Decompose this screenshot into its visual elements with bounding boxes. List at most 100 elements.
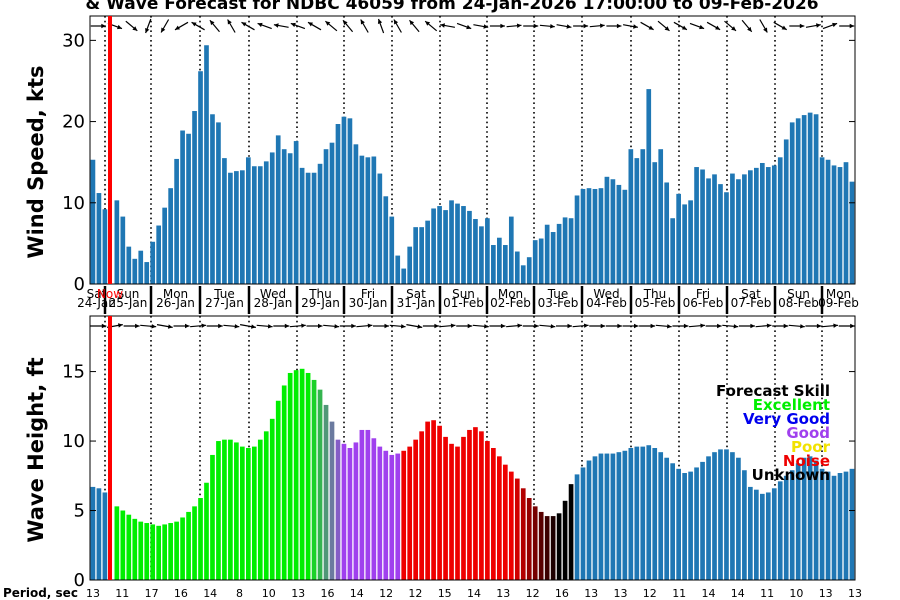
wave-bar bbox=[204, 482, 209, 580]
wave-bar bbox=[234, 442, 239, 580]
wind-bar bbox=[640, 149, 646, 284]
y-tick-label: 30 bbox=[62, 30, 85, 51]
wave-bar bbox=[186, 511, 191, 580]
wind-bar bbox=[305, 172, 311, 284]
wind-bar bbox=[849, 181, 855, 284]
direction-arrow bbox=[556, 24, 572, 29]
wind-bar bbox=[461, 206, 466, 284]
wave-bar bbox=[144, 523, 150, 580]
direction-arrow bbox=[339, 323, 356, 329]
day-date-label: 07-Feb bbox=[731, 296, 772, 310]
y-tick-label: 15 bbox=[62, 362, 85, 383]
wind-bar bbox=[843, 162, 849, 284]
wind-bar bbox=[485, 218, 490, 284]
period-tick-label: 14 bbox=[350, 587, 364, 600]
day-weekday-label: Fri bbox=[696, 287, 710, 301]
wind-bar bbox=[323, 149, 329, 284]
direction-arrow bbox=[145, 18, 152, 34]
day-weekday-label: Mon bbox=[163, 287, 188, 301]
period-ticks: 13 11 17 16 14 8 10 13 16 14 12 12 15 14 13 12 16 13 13 12 1… bbox=[86, 587, 862, 600]
y-tick-label: 0 bbox=[74, 570, 85, 591]
wave-bar bbox=[748, 486, 753, 580]
wave-bars bbox=[90, 368, 855, 580]
wave-bar bbox=[293, 370, 299, 580]
wave-bar bbox=[341, 443, 347, 580]
day-date-label: 25-Jan bbox=[109, 296, 148, 310]
wind-bar bbox=[216, 122, 221, 284]
wind-bar bbox=[240, 170, 245, 284]
direction-arrow bbox=[539, 324, 556, 329]
wave-bar bbox=[497, 456, 502, 580]
wind-bar bbox=[210, 114, 215, 285]
direction-arrow bbox=[556, 323, 572, 329]
direction-arrow bbox=[589, 23, 605, 28]
wind-bar bbox=[257, 166, 263, 284]
wind-bar bbox=[431, 208, 436, 284]
wind-bar bbox=[299, 167, 305, 284]
direction-arrow bbox=[522, 323, 539, 329]
wind-bar bbox=[389, 216, 395, 284]
wind-bar bbox=[538, 238, 544, 284]
period-tick-label: 13 bbox=[291, 587, 305, 600]
wind-bar bbox=[156, 225, 162, 284]
direction-arrow bbox=[822, 323, 839, 328]
direction-arrow bbox=[838, 323, 855, 329]
wave-bar bbox=[395, 453, 401, 580]
wind-bar bbox=[491, 245, 496, 284]
direction-arrow bbox=[373, 323, 389, 329]
direction-arrow bbox=[123, 323, 140, 329]
direction-arrow bbox=[206, 323, 223, 329]
wave-bar bbox=[550, 516, 556, 580]
wind-bar bbox=[204, 45, 209, 284]
direction-arrow bbox=[439, 323, 456, 328]
direction-arrow bbox=[342, 19, 354, 33]
wave-bar bbox=[479, 431, 484, 580]
period-tick-label: 10 bbox=[789, 587, 803, 600]
wave-bar bbox=[377, 446, 383, 580]
wave-bar bbox=[771, 488, 777, 580]
wave-bar bbox=[485, 441, 490, 580]
direction-arrow bbox=[741, 19, 753, 33]
wave-bar bbox=[688, 471, 693, 580]
direction-arrow bbox=[773, 21, 787, 31]
period-tick-label: 13 bbox=[819, 587, 833, 600]
wind-bar bbox=[90, 159, 96, 284]
direction-arrow bbox=[356, 323, 373, 328]
wind-bar bbox=[825, 159, 831, 284]
wave-bar bbox=[198, 498, 203, 580]
wind-bar bbox=[502, 245, 508, 284]
direction-arrow bbox=[640, 21, 654, 31]
wind-bar bbox=[819, 157, 825, 284]
wave-bar bbox=[712, 452, 717, 580]
wind-bar bbox=[401, 268, 407, 284]
wave-bar bbox=[700, 461, 705, 580]
wind-bar bbox=[102, 209, 108, 284]
wind-bar bbox=[317, 163, 323, 284]
wave-bar bbox=[251, 446, 257, 580]
direction-arrow bbox=[605, 323, 622, 329]
wave-bar bbox=[754, 489, 759, 580]
wave-bar bbox=[724, 449, 729, 580]
wave-bar bbox=[353, 442, 359, 580]
direction-arrow bbox=[573, 23, 589, 29]
wave-bar bbox=[819, 468, 825, 580]
direction-arrow bbox=[174, 21, 189, 31]
direction-arrow bbox=[90, 323, 107, 329]
wind-bar bbox=[700, 169, 705, 284]
wave-bar bbox=[628, 448, 634, 580]
direction-arrow bbox=[227, 19, 236, 33]
wind-bar bbox=[132, 258, 138, 284]
wind-bar bbox=[263, 161, 269, 284]
direction-arrow bbox=[689, 22, 705, 30]
wind-bar bbox=[168, 188, 173, 284]
wind-bars bbox=[90, 45, 855, 285]
wave-bar bbox=[825, 471, 831, 580]
direction-arrow bbox=[472, 324, 489, 329]
wave-bar bbox=[401, 450, 407, 580]
wave-bar bbox=[765, 492, 771, 580]
wave-bar bbox=[694, 467, 699, 580]
wind-bar bbox=[520, 265, 526, 284]
wind-bar bbox=[371, 156, 377, 284]
day-weekday-label: Tue bbox=[547, 287, 569, 301]
direction-arrow bbox=[622, 323, 639, 329]
